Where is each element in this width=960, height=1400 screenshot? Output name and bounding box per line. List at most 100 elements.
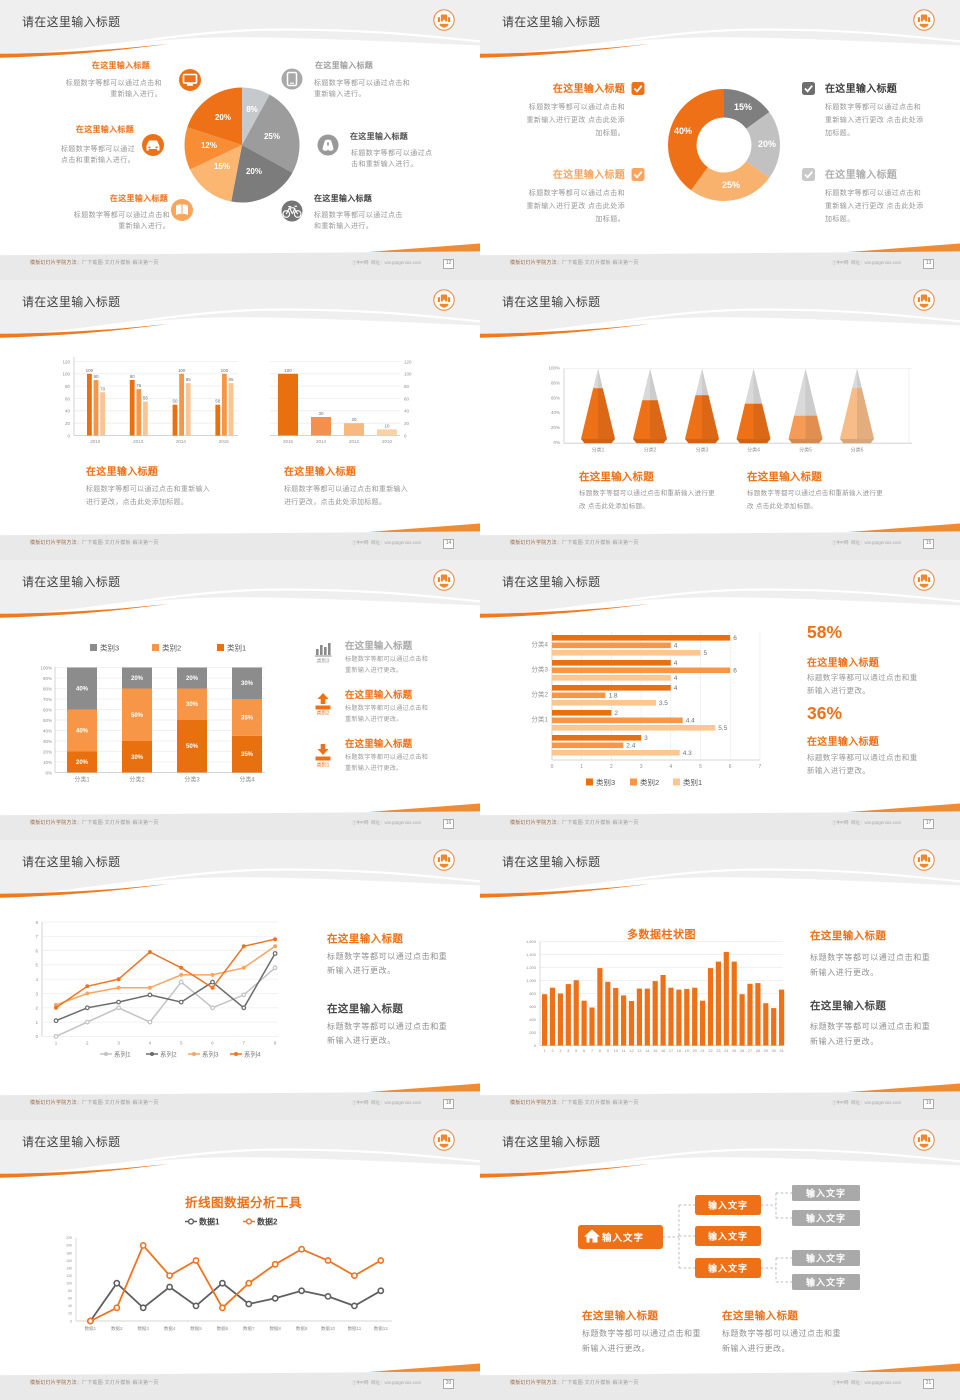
- svg-text:数据9: 数据9: [296, 1325, 308, 1332]
- svg-text:40%: 40%: [76, 729, 89, 735]
- svg-text:200: 200: [66, 1244, 72, 1248]
- svg-text:25: 25: [732, 1049, 736, 1053]
- svg-text:40: 40: [65, 409, 71, 414]
- svg-text:类别3: 类别3: [317, 658, 330, 665]
- svg-text:50%: 50%: [131, 713, 144, 719]
- svg-text:18: 18: [677, 1049, 681, 1053]
- svg-text:类别1: 类别1: [683, 777, 702, 787]
- svg-text:4: 4: [669, 764, 672, 770]
- svg-text:15%: 15%: [214, 162, 230, 171]
- svg-text:600: 600: [529, 1004, 536, 1009]
- svg-text:80: 80: [404, 384, 410, 389]
- svg-text:2016: 2016: [219, 439, 230, 444]
- svg-text:输入文字: 输入文字: [708, 1200, 748, 1211]
- svg-text:70: 70: [100, 386, 106, 391]
- svg-text:8: 8: [35, 920, 38, 925]
- svg-text:2010: 2010: [90, 439, 101, 444]
- svg-text:20%: 20%: [246, 167, 262, 176]
- svg-text:13: 13: [637, 1049, 641, 1053]
- svg-text:1.8: 1.8: [609, 693, 618, 700]
- svg-text:140: 140: [66, 1266, 72, 1270]
- svg-text:25%: 25%: [722, 180, 740, 190]
- svg-text:35%: 35%: [241, 715, 254, 721]
- svg-text:4: 4: [674, 685, 678, 692]
- svg-text:4.3: 4.3: [683, 750, 692, 757]
- svg-text:120: 120: [66, 1274, 72, 1278]
- svg-text:8: 8: [274, 1040, 277, 1045]
- svg-text:20%: 20%: [215, 113, 231, 122]
- svg-text:85: 85: [228, 377, 234, 382]
- svg-text:7: 7: [759, 764, 762, 770]
- svg-text:2010: 2010: [382, 439, 393, 444]
- svg-text:50: 50: [172, 399, 178, 404]
- svg-text:30%: 30%: [241, 681, 254, 687]
- svg-text:30%: 30%: [186, 702, 199, 708]
- svg-text:数据11: 数据11: [348, 1325, 362, 1332]
- svg-text:31: 31: [779, 1049, 783, 1053]
- svg-text:20%: 20%: [551, 425, 560, 430]
- svg-text:4: 4: [35, 977, 38, 982]
- svg-text:4: 4: [149, 1040, 152, 1045]
- svg-text:80: 80: [65, 384, 71, 389]
- svg-text:100: 100: [66, 1282, 72, 1286]
- svg-text:40: 40: [68, 1304, 72, 1308]
- svg-text:3: 3: [640, 764, 643, 770]
- svg-text:数据1: 数据1: [85, 1325, 97, 1332]
- svg-text:120: 120: [404, 359, 412, 364]
- svg-text:系列3: 系列3: [202, 1050, 219, 1059]
- svg-text:60%: 60%: [551, 395, 560, 400]
- svg-text:1,000: 1,000: [526, 978, 537, 983]
- svg-text:2: 2: [614, 710, 618, 717]
- svg-text:4: 4: [674, 660, 678, 667]
- svg-text:90%: 90%: [43, 676, 52, 681]
- svg-text:100: 100: [404, 372, 412, 377]
- svg-text:20: 20: [351, 417, 357, 422]
- svg-text:3: 3: [35, 991, 38, 996]
- svg-text:6: 6: [733, 635, 737, 642]
- svg-text:21: 21: [700, 1049, 704, 1053]
- svg-text:输入文字: 输入文字: [806, 1188, 846, 1199]
- svg-text:系列2: 系列2: [160, 1050, 177, 1059]
- svg-text:2: 2: [551, 1049, 553, 1053]
- svg-text:类别1: 类别1: [227, 643, 246, 653]
- svg-text:6: 6: [733, 668, 737, 675]
- svg-text:类别1: 类别1: [317, 762, 330, 769]
- svg-text:分类3: 分类3: [696, 447, 709, 454]
- svg-text:分类2: 分类2: [531, 690, 548, 699]
- svg-text:50%: 50%: [43, 718, 52, 723]
- svg-text:20%: 20%: [186, 676, 199, 682]
- svg-text:7: 7: [35, 934, 38, 939]
- svg-text:40%: 40%: [674, 126, 692, 136]
- svg-text:3: 3: [559, 1049, 561, 1053]
- svg-text:1: 1: [544, 1049, 546, 1053]
- svg-text:数据7: 数据7: [243, 1325, 255, 1332]
- svg-text:输入文字: 输入文字: [806, 1253, 846, 1264]
- svg-text:120: 120: [62, 359, 70, 364]
- svg-text:数据10: 数据10: [321, 1325, 336, 1332]
- svg-text:分类1: 分类1: [74, 776, 90, 784]
- svg-text:80%: 80%: [43, 686, 52, 691]
- svg-text:输入文字: 输入文字: [708, 1231, 748, 1242]
- svg-text:分类3: 分类3: [184, 776, 200, 784]
- svg-text:6: 6: [211, 1040, 214, 1045]
- svg-text:系列4: 系列4: [244, 1050, 261, 1059]
- svg-text:8%: 8%: [246, 105, 258, 114]
- svg-text:5: 5: [575, 1049, 577, 1053]
- svg-text:40: 40: [404, 409, 410, 414]
- svg-text:20: 20: [693, 1049, 697, 1053]
- svg-text:30: 30: [318, 411, 324, 416]
- svg-text:5: 5: [35, 963, 38, 968]
- svg-text:50: 50: [215, 399, 221, 404]
- svg-text:26: 26: [740, 1049, 744, 1053]
- svg-text:100: 100: [284, 368, 292, 373]
- svg-text:24: 24: [724, 1049, 728, 1053]
- svg-text:14: 14: [645, 1049, 649, 1053]
- svg-text:20%: 20%: [131, 676, 144, 682]
- svg-text:分类1: 分类1: [592, 447, 605, 454]
- svg-text:4.4: 4.4: [686, 718, 695, 725]
- svg-text:分类4: 分类4: [747, 447, 760, 454]
- svg-text:28: 28: [756, 1049, 760, 1053]
- svg-text:数据1: 数据1: [199, 1217, 220, 1227]
- svg-text:数据4: 数据4: [164, 1325, 176, 1332]
- svg-text:输入文字: 输入文字: [806, 1213, 846, 1224]
